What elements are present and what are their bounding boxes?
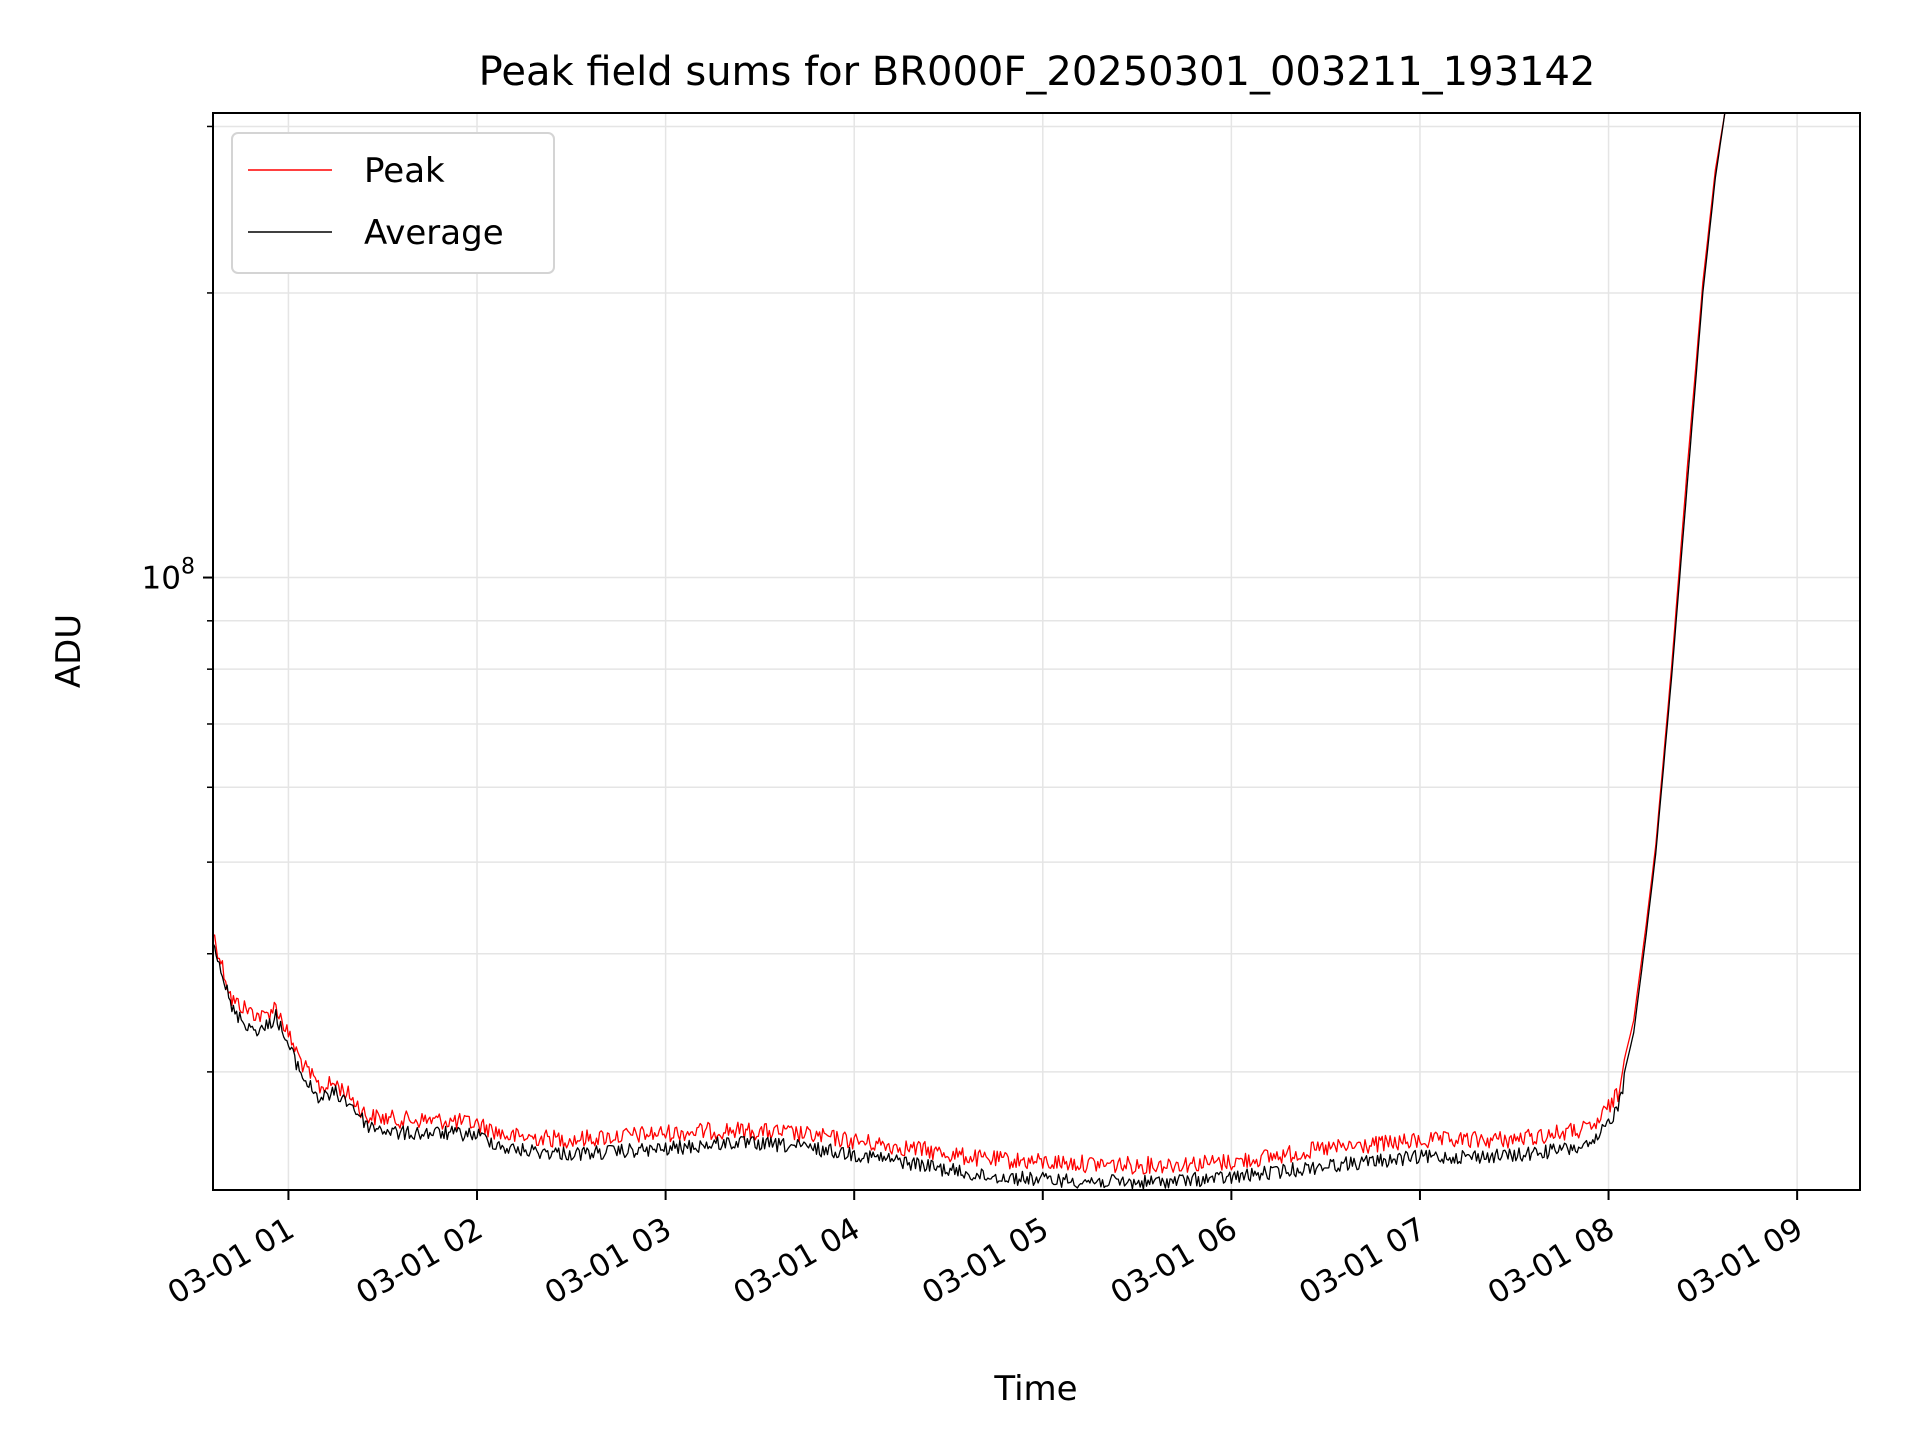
y-tick-label: 108 [142,555,195,597]
plot-area [212,112,1726,1191]
y-axis-label: ADU [49,614,89,688]
series-line-average [212,112,1726,1191]
grid-layer [213,113,1860,1190]
x-axis-label: Time [993,1369,1077,1409]
chart-title: Peak field sums for BR000F_20250301_0032… [479,49,1596,95]
plot-frame [212,112,1861,1191]
legend: Peak Average [231,132,555,274]
y-axis: 108 [142,125,213,1073]
legend-label-average: Average [364,213,504,253]
legend-label-peak: Peak [364,151,445,191]
series-line-peak [212,112,1726,1175]
legend-box [231,132,555,274]
